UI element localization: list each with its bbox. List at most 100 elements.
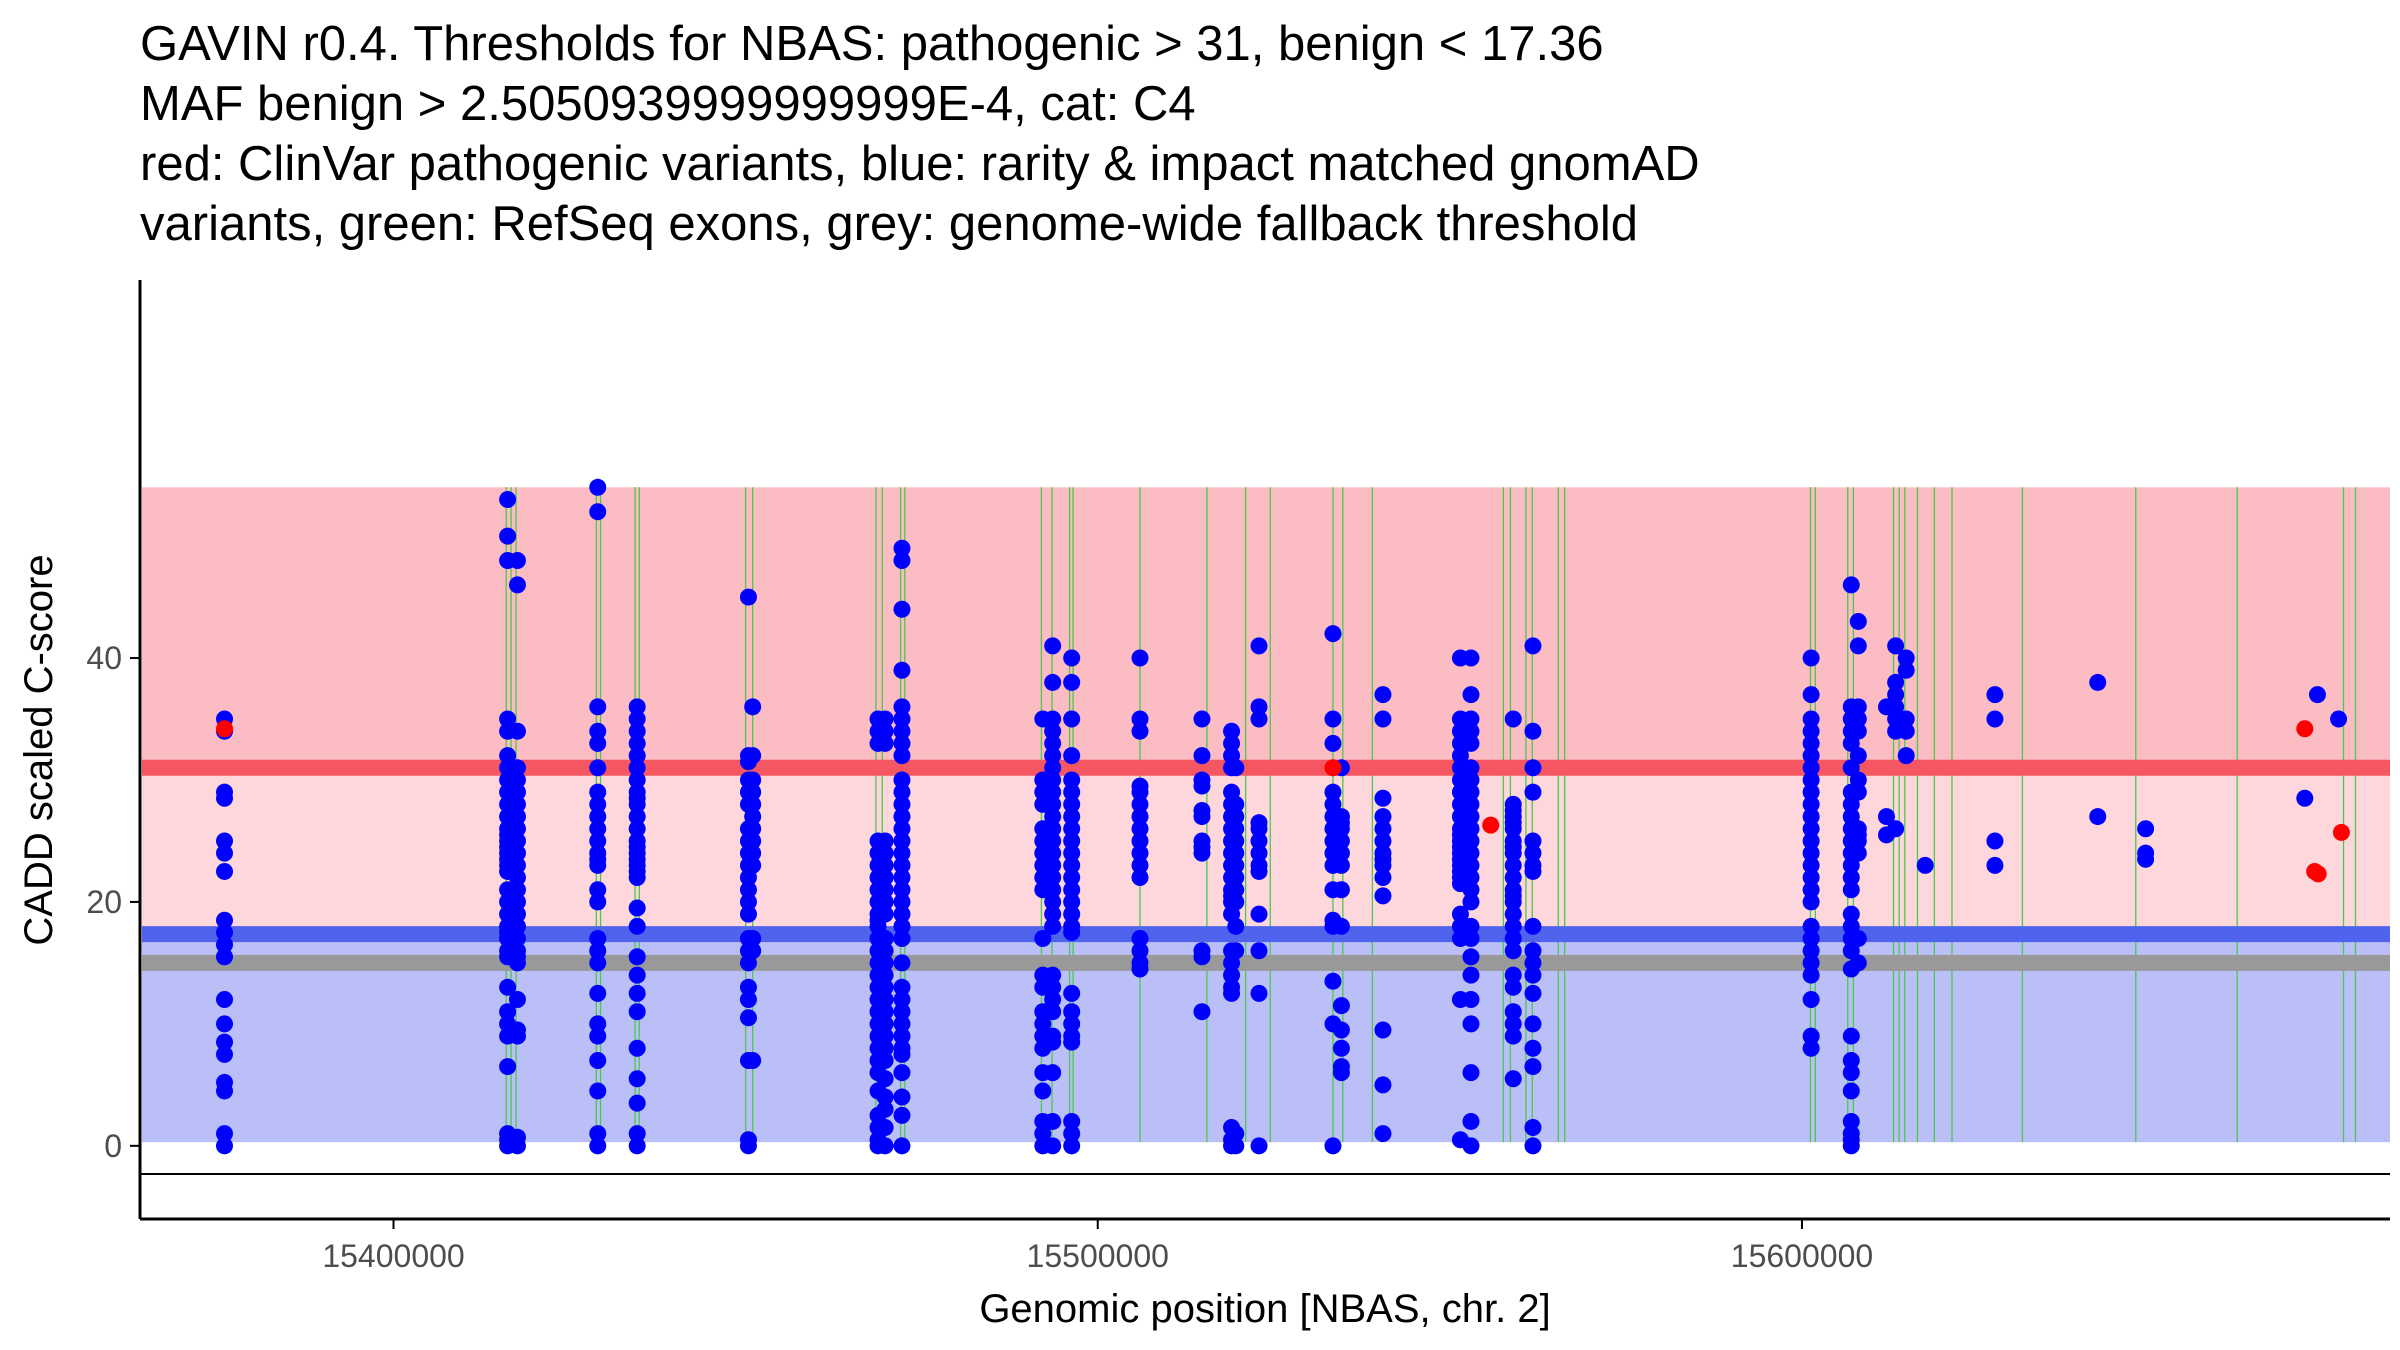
gnomad-point <box>1044 1064 1062 1082</box>
clinvar-point <box>1482 816 1500 834</box>
gnomad-point <box>1842 881 1860 899</box>
gnomad-point <box>1223 984 1241 1002</box>
gnomad-point <box>1842 1027 1860 1045</box>
gnomad-point <box>1063 710 1081 728</box>
gnomad-point <box>1802 759 1820 777</box>
gnomad-point <box>1131 649 1149 667</box>
gnomad-point <box>1332 856 1350 874</box>
gnomad-point <box>499 978 517 996</box>
gnomad-point <box>893 661 911 679</box>
gnomad-point <box>893 698 911 716</box>
gnomad-point <box>876 893 894 911</box>
gnomad-point <box>1374 710 1392 728</box>
gnomad-point <box>1044 747 1062 765</box>
gnomad-point <box>1250 984 1268 1002</box>
gnomad-point <box>876 881 894 899</box>
gnomad-point <box>1462 832 1480 850</box>
gnomad-point <box>1877 808 1895 826</box>
gnomad-point <box>1451 905 1469 923</box>
gnomad-point <box>1034 930 1052 948</box>
gnomad-point <box>1897 747 1915 765</box>
gnomad-point <box>893 551 911 569</box>
gnomad-point <box>1462 881 1480 899</box>
gnomad-point <box>216 990 234 1008</box>
gnomad-point <box>744 783 762 801</box>
gnomad-point <box>216 923 234 941</box>
gnomad-point <box>628 948 646 966</box>
gnomad-point <box>628 1137 646 1155</box>
gnomad-point <box>1462 771 1480 789</box>
gnomad-point <box>893 905 911 923</box>
gnomad-point <box>1332 917 1350 935</box>
gnomad-point <box>1131 820 1149 838</box>
gnomad-point <box>876 1039 894 1057</box>
gnomad-point <box>628 747 646 765</box>
gnomad-point <box>589 881 607 899</box>
gnomad-point <box>1462 795 1480 813</box>
gnomad-point <box>216 1137 234 1155</box>
gnomad-point <box>739 905 757 923</box>
gnomad-point <box>1324 972 1342 990</box>
gnomad-point <box>1250 832 1268 850</box>
gnomad-point <box>893 539 911 557</box>
gnomad-point <box>216 789 234 807</box>
gnomad-point <box>1842 576 1860 594</box>
gnomad-point <box>739 881 757 899</box>
clinvar-point <box>2309 865 2327 883</box>
gnomad-point <box>1849 747 1867 765</box>
gnomad-point <box>1227 820 1245 838</box>
gnomad-point <box>1332 881 1350 899</box>
gnomad-point <box>1131 856 1149 874</box>
gnomad-point <box>2089 673 2107 691</box>
gnomad-point <box>508 808 526 826</box>
gnomad-point <box>876 1137 894 1155</box>
gnomad-point <box>1524 1039 1542 1057</box>
gnomad-point <box>1842 1064 1860 1082</box>
gnomad-point <box>1849 722 1867 740</box>
gnomad-point <box>1802 747 1820 765</box>
gnomad-point <box>1462 722 1480 740</box>
gnomad-point <box>508 783 526 801</box>
gnomad-point <box>893 881 911 899</box>
gnomad-point <box>216 1015 234 1033</box>
gnomad-point <box>1504 978 1522 996</box>
gnomad-point <box>1462 869 1480 887</box>
gnomad-point <box>1063 771 1081 789</box>
gnomad-point <box>216 1033 234 1051</box>
gnomad-point <box>1223 734 1241 752</box>
gnomad-point <box>589 893 607 911</box>
gnomad-point <box>508 856 526 874</box>
clinvar-point <box>1324 759 1342 777</box>
gnomad-point <box>589 698 607 716</box>
y-ticks: 0 20 40 <box>86 640 140 1164</box>
gnomad-point <box>1897 661 1915 679</box>
gnomad-point <box>744 747 762 765</box>
gnomad-point <box>893 1106 911 1124</box>
gnomad-point <box>1044 844 1062 862</box>
gnomad-point <box>1504 893 1522 911</box>
gnomad-points <box>216 478 2348 1155</box>
gnomad-point <box>1324 783 1342 801</box>
gnomad-point <box>1802 783 1820 801</box>
gnomad-point <box>893 1015 911 1033</box>
gnomad-point <box>589 478 607 496</box>
gnomad-point <box>1374 808 1392 826</box>
gnomad-point <box>1063 893 1081 911</box>
gnomad-point <box>499 491 517 509</box>
gnomad-point <box>893 917 911 935</box>
gnomad-point <box>1227 795 1245 813</box>
gnomad-point <box>1034 1082 1052 1100</box>
gnomad-point <box>1193 1003 1211 1021</box>
gnomad-point <box>628 795 646 813</box>
gnomad-point <box>1063 832 1081 850</box>
gnomad-point <box>508 869 526 887</box>
gnomad-point <box>216 862 234 880</box>
gnomad-point <box>499 1003 517 1021</box>
gnomad-point <box>1462 990 1480 1008</box>
clinvar-point <box>2332 823 2350 841</box>
gnomad-point <box>1504 844 1522 862</box>
gnomad-point <box>1802 808 1820 826</box>
gnomad-point <box>1842 1082 1860 1100</box>
gnomad-point <box>1044 966 1062 984</box>
